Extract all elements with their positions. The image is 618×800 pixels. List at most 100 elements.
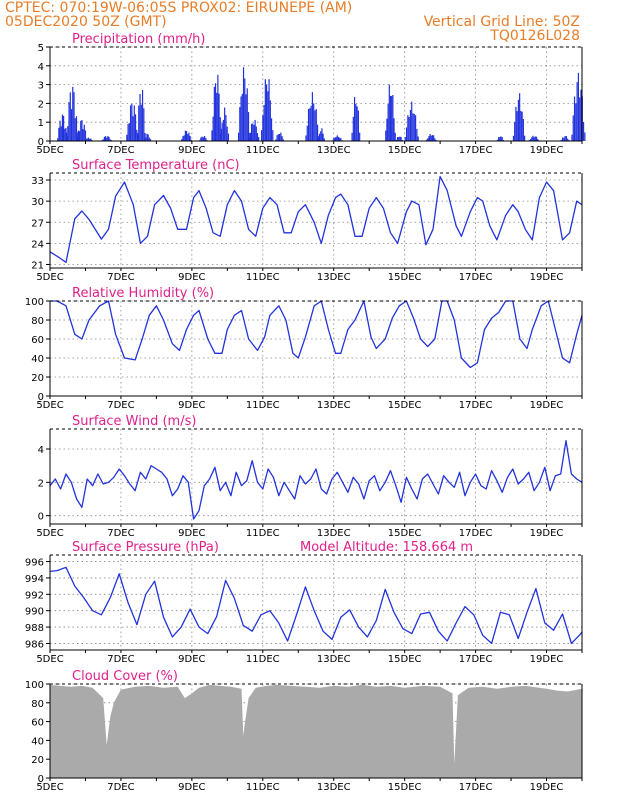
precip-bar <box>498 137 500 141</box>
precip-bar <box>431 135 434 141</box>
precip-bar <box>249 132 251 141</box>
x-tick-label: 15DEC <box>388 528 422 539</box>
precip-bar <box>202 137 204 141</box>
y-tick-label: 21 <box>31 260 44 271</box>
precip-bar <box>244 78 246 141</box>
precip-bar <box>269 100 271 141</box>
precip-bar <box>213 86 215 141</box>
precip-bar <box>106 137 108 141</box>
x-tick-label: 7DEC <box>107 400 134 411</box>
precip-bar <box>127 124 129 141</box>
panel-5: 0 20 40 60 80 100 5DEC 7DEC 9DEC 11DEC 13DEC 15DEC 1… <box>25 669 583 793</box>
precip-bar <box>282 139 285 141</box>
precip-bar <box>428 136 430 141</box>
precip-bar <box>254 119 256 141</box>
y-tick-label: 4 <box>38 62 44 73</box>
precip-bar <box>502 139 504 141</box>
precip-bar <box>391 95 393 141</box>
header-station: CPTEC: 070:19W-06:05S PROX02: EIRUNEPE (… <box>5 0 353 16</box>
precip-bar <box>107 135 109 141</box>
precip-bar <box>219 117 221 141</box>
precip-bar <box>73 92 75 141</box>
precip-bar <box>425 139 428 141</box>
precip-bar <box>246 88 248 141</box>
precip-bar <box>429 133 431 141</box>
precip-bar <box>270 118 273 141</box>
precip-bar <box>182 136 184 141</box>
precip-bar <box>211 130 213 141</box>
precip-bar <box>222 119 224 141</box>
precip-bar <box>412 113 414 141</box>
x-tick-label: 9DEC <box>178 654 205 665</box>
precip-bar <box>564 136 566 141</box>
precip-bar <box>535 136 538 141</box>
precip-bar <box>280 132 282 141</box>
x-tick-label: 19DEC <box>530 528 564 539</box>
precip-bar <box>205 137 207 141</box>
x-tick-label: 17DEC <box>459 145 493 156</box>
precip-bar <box>253 124 255 141</box>
precip-bar <box>131 103 133 141</box>
precip-bar <box>386 118 388 141</box>
y-tick-label: 30 <box>31 197 44 208</box>
x-tick-label: 9DEC <box>178 400 205 411</box>
precip-bar <box>102 139 104 141</box>
panel-title: Surface Wind (m/s) <box>72 414 196 429</box>
series-line <box>50 300 583 369</box>
x-tick-label: 7DEC <box>107 654 134 665</box>
x-tick-label: 19DEC <box>530 400 564 411</box>
precip-bar <box>359 132 361 141</box>
precip-bar <box>144 133 146 141</box>
x-tick-label: 17DEC <box>459 272 493 283</box>
precip-bar <box>333 138 335 141</box>
panel-4: 986 988 990 992 994 996 5DEC 7DEC 9DEC 11DEC 13DEC… <box>25 540 583 665</box>
y-tick-label: 80 <box>31 316 44 327</box>
y-tick-label: 24 <box>31 239 44 250</box>
y-tick-label: 996 <box>25 558 44 569</box>
x-tick-label: 9DEC <box>178 528 205 539</box>
precip-bar <box>517 99 520 141</box>
precip-bar <box>568 139 570 141</box>
x-tick-label: 9DEC <box>178 145 205 156</box>
precip-bar <box>435 139 437 141</box>
y-tick-label: 80 <box>31 699 44 710</box>
x-tick-label: 5DEC <box>36 654 63 665</box>
precip-bar <box>354 96 356 141</box>
x-tick-label: 9DEC <box>178 272 205 283</box>
y-tick-label: 40 <box>31 354 44 365</box>
y-tick-label: 0 <box>38 392 44 403</box>
precip-bar <box>249 132 251 141</box>
precip-bar <box>72 86 74 141</box>
precip-bar <box>90 138 92 141</box>
panel-title: Surface Pressure (hPa) <box>72 540 219 555</box>
precip-bar <box>501 137 503 141</box>
precip-bar <box>265 84 268 141</box>
y-tick-label: 5 <box>38 43 44 54</box>
precip-bar <box>315 109 317 141</box>
precip-bar <box>264 79 266 141</box>
x-tick-label: 19DEC <box>530 272 564 283</box>
precip-bar <box>339 137 341 141</box>
precip-bar <box>184 130 186 141</box>
x-tick-label: 5DEC <box>36 272 63 283</box>
series-line <box>49 175 583 264</box>
y-tick-label: 27 <box>31 218 44 229</box>
precip-bar <box>63 115 65 141</box>
precip-bar <box>577 72 580 141</box>
precip-bar <box>393 118 395 141</box>
precip-bar <box>190 139 192 141</box>
precip-bar <box>316 124 319 141</box>
precip-bar <box>69 92 71 141</box>
x-tick-label: 15DEC <box>388 400 422 411</box>
y-tick-label: 992 <box>25 590 44 601</box>
precip-bar <box>70 109 73 141</box>
precip-bar <box>89 138 91 141</box>
precip-bar <box>77 132 79 141</box>
precip-bar <box>183 135 185 141</box>
cloud-area <box>50 684 582 778</box>
precip-bar <box>521 111 523 141</box>
y-tick-label: 1 <box>38 118 44 129</box>
precip-bar <box>404 136 406 141</box>
x-tick-label: 5DEC <box>36 145 63 156</box>
